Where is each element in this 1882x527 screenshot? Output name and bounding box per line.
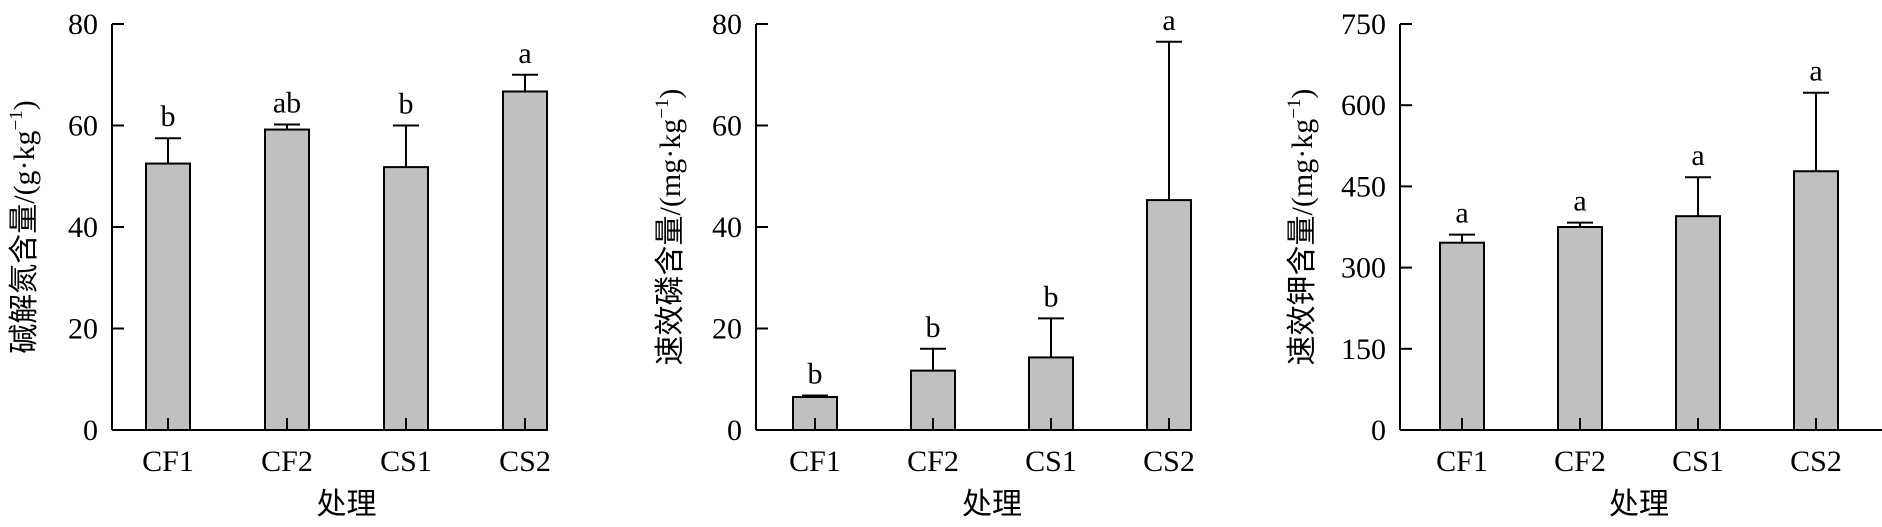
significance-label: b [399,88,414,121]
y-tick-label: 60 [712,110,742,143]
y-tick-label: 80 [712,8,742,41]
y-axis-label-superscript: −1 [652,99,673,119]
y-tick-label: 20 [712,313,742,346]
x-tick-label: CF1 [789,445,841,478]
y-axis-label-tail: ) [654,89,687,99]
bar [1675,215,1721,431]
x-axis-label: 处理 [1609,488,1669,521]
x-tick-label: CS1 [1672,445,1724,478]
x-tick-label: CF1 [142,445,194,478]
significance-label: a [1573,185,1586,218]
bar [383,166,429,432]
significance-label: a [1691,139,1704,172]
y-axis-label-main: 碱解氮含量/(g·kg [8,130,41,353]
significance-label: b [808,357,823,390]
significance-label: a [1809,55,1822,88]
significance-label: a [518,37,531,70]
significance-label: b [1044,280,1059,313]
bar [145,162,191,431]
x-tick-label: CF2 [907,445,959,478]
x-axis-label: 处理 [317,488,377,521]
significance-label: b [161,100,176,133]
y-axis-label: 速效磷含量/(mg·kg−1) [652,89,687,366]
y-axis-label-superscript: −1 [1284,99,1305,119]
significance-label: a [1455,197,1468,230]
x-axis-label: 处理 [962,488,1022,521]
chart-panel-1: 0 20 40 60 80 b CF1 ab CF2 b CS1 a CS2 处理 碱解氮含量/(g·kg−… [6,8,551,521]
chart-panel-2: 0 20 40 60 80 b CF1 b CF2 b CS1 a CS2 处理 速效磷含量/(mg·kg−… [652,4,1195,521]
y-tick-label: 20 [68,313,98,346]
x-tick-label: CF1 [1436,445,1488,478]
significance-label: b [926,311,941,344]
y-tick-label: 600 [1341,89,1386,122]
significance-label: a [1162,4,1175,37]
bar [264,128,310,431]
y-tick-label: 450 [1341,170,1386,203]
bar [502,90,548,431]
x-tick-label: CS2 [1143,445,1195,478]
bar [1557,226,1603,431]
x-tick-label: CS1 [1025,445,1077,478]
bar [1146,199,1192,431]
x-tick-label: CS2 [499,445,551,478]
chart-panel-3: 0 150 300 450 600 750 a CF1 a CF2 a CS1 a CS2 处理 速效钾含量/… [1284,8,1882,521]
x-tick-label: CF2 [1554,445,1606,478]
y-axis-label-tail: ) [8,100,41,110]
y-tick-label: 60 [68,110,98,143]
y-tick-label: 0 [83,414,98,447]
y-tick-label: 0 [1371,414,1386,447]
y-tick-label: 40 [712,211,742,244]
y-tick-label: 40 [68,211,98,244]
y-axis-label-tail: ) [1286,89,1319,99]
y-tick-label: 300 [1341,252,1386,285]
y-axis-label-main: 速效磷含量/(mg·kg [654,119,687,366]
x-tick-label: CS1 [380,445,432,478]
x-tick-label: CF2 [261,445,313,478]
y-axis-label: 碱解氮含量/(g·kg−1) [6,100,41,354]
y-tick-label: 750 [1341,8,1386,41]
bar [1793,170,1839,431]
y-tick-label: 150 [1341,333,1386,366]
y-tick-label: 80 [68,8,98,41]
bar [1439,241,1485,431]
y-axis-label: 速效钾含量/(mg·kg−1) [1284,89,1319,366]
y-axis-label-main: 速效钾含量/(mg·kg [1286,119,1319,366]
x-tick-label: CS2 [1790,445,1842,478]
y-axis-label-superscript: −1 [6,110,27,130]
y-tick-label: 0 [727,414,742,447]
significance-label: ab [273,86,301,119]
